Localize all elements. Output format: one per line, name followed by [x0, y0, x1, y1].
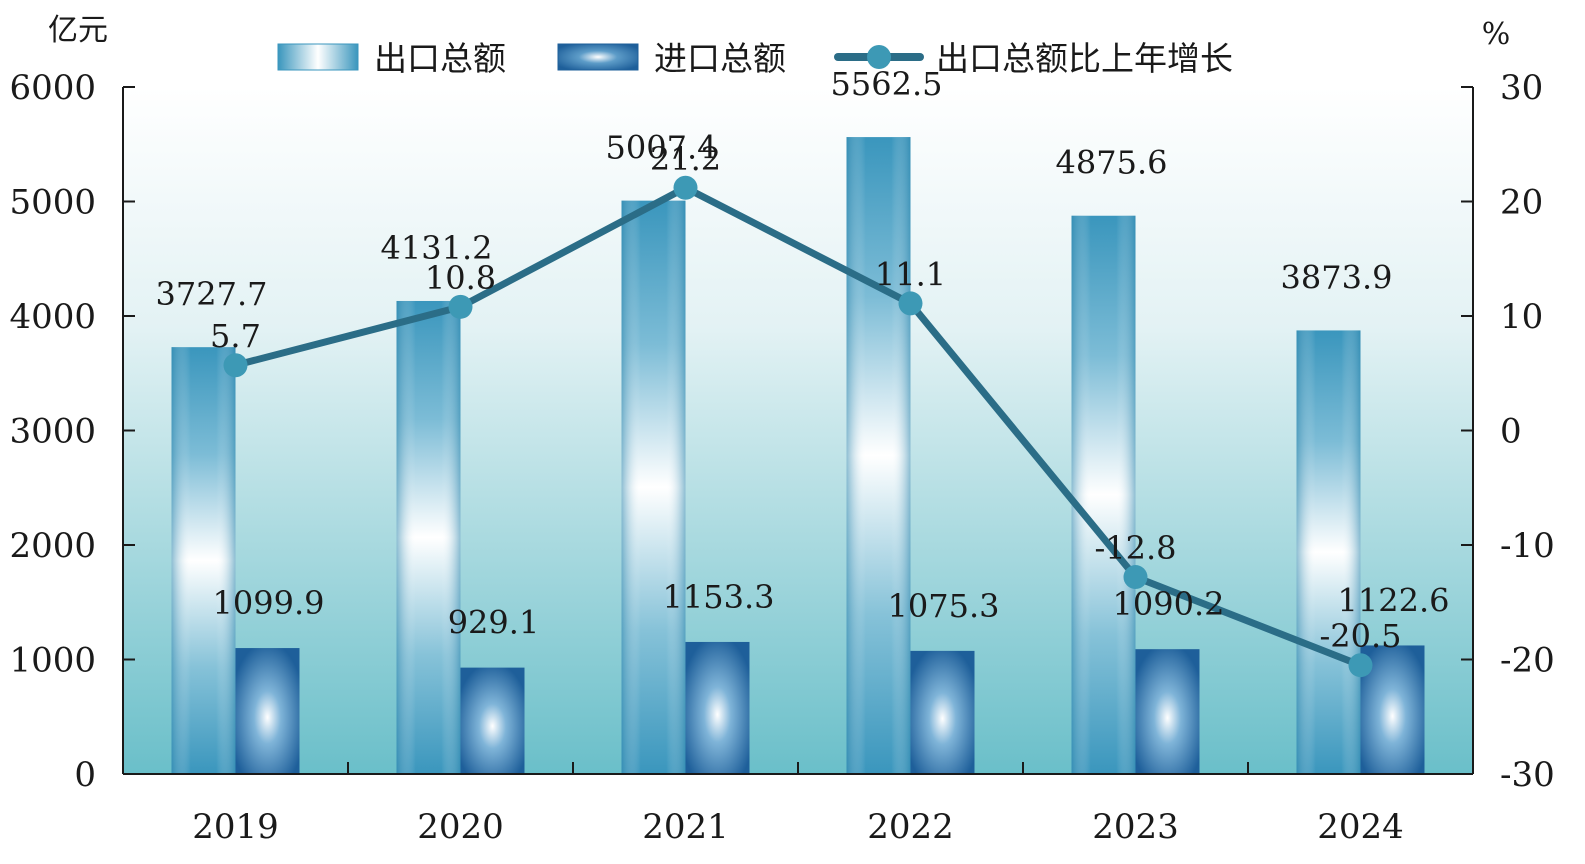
bar-import-2019: [235, 648, 300, 774]
y-left-tick-label: 2000: [9, 526, 96, 566]
bar-export-shade-2022: [846, 137, 911, 774]
bar-import-2021: [685, 641, 750, 774]
label-import-2023: 1090.2: [1113, 585, 1225, 623]
y-right-tick-label: 30: [1500, 68, 1543, 108]
growth-point-2019: [223, 353, 248, 378]
label-import-2022: 1075.3: [888, 587, 1000, 625]
label-export-2019: 3727.7: [156, 275, 268, 313]
y-right-tick-label: 0: [1500, 412, 1522, 452]
bar-export-shade-2023: [1071, 215, 1136, 775]
x-tick-label-2019: 2019: [192, 807, 279, 847]
y-left-tick-label: 4000: [9, 297, 96, 337]
y-right-tick-label: -20: [1500, 641, 1555, 681]
legend-swatch-export: [277, 43, 359, 71]
label-growth-2024: -20.5: [1319, 617, 1401, 655]
y-left-tick-label: 3000: [9, 412, 96, 452]
label-import-2019: 1099.9: [213, 584, 325, 622]
bar-export-shade-2020: [396, 300, 461, 774]
label-export-2024: 3873.9: [1281, 258, 1393, 296]
bar-import-2022: [910, 650, 975, 774]
label-growth-2020: 10.8: [425, 259, 496, 297]
y-left-tick-label: 5000: [9, 183, 96, 223]
x-tick-label-2021: 2021: [642, 807, 729, 847]
growth-point-2023: [1123, 565, 1148, 590]
y-left-unit: 亿元: [48, 13, 108, 48]
label-import-2021: 1153.3: [663, 578, 775, 616]
growth-line-group: [223, 175, 1373, 678]
y-right-tick-label: 10: [1500, 297, 1543, 337]
y-left-tick-label: 1000: [9, 641, 96, 681]
label-growth-2021: 21.2: [650, 140, 721, 178]
y-right-unit: %: [1482, 17, 1511, 52]
y-left-tick-label: 0: [74, 755, 96, 795]
label-export-2021: 5007.4: [606, 129, 718, 167]
y-right-tick-label: -10: [1500, 526, 1555, 566]
bar-export-shade-2019: [171, 347, 236, 774]
axes: 0 1000 2000 3000 4000 5000 6000 -30 -20 -10 0 10 20 3…: [9, 68, 1554, 847]
label-import-2020: 929.1: [448, 604, 540, 642]
export-bars: [171, 137, 1361, 775]
legend-label-export: 出口总额: [374, 39, 506, 78]
y-right-tick-label: 20: [1500, 183, 1543, 223]
legend-label-import: 进口总额: [654, 39, 786, 78]
bar-import-2023: [1135, 649, 1200, 774]
import-bars: [235, 641, 1425, 774]
label-growth-2022: 11.1: [875, 255, 946, 293]
plot-background: [123, 87, 1473, 774]
label-growth-2023: -12.8: [1094, 529, 1176, 567]
growth-line: [234, 184, 1362, 669]
legend-swatch-import: [557, 43, 639, 71]
legend-label-growth: 出口总额比上年增长: [936, 39, 1233, 78]
growth-point-2021: [673, 175, 698, 200]
x-tick-label-2024: 2024: [1317, 807, 1404, 847]
label-import-2024: 1122.6: [1338, 581, 1450, 619]
x-tick-label-2023: 2023: [1092, 807, 1179, 847]
x-tick-label-2020: 2020: [417, 807, 504, 847]
label-export-2020: 4131.2: [381, 229, 493, 267]
growth-point-2022: [898, 291, 923, 316]
x-tick-label-2022: 2022: [867, 807, 954, 847]
growth-point-2024: [1348, 653, 1373, 678]
bar-export-shade-2024: [1296, 330, 1361, 774]
data-labels: 3727.7 1099.9 5.7 4131.2 929.1 10.8 5007.4 1153…: [156, 65, 1450, 655]
legend-swatch-marker: [867, 45, 891, 69]
label-growth-2019: 5.7: [210, 317, 261, 355]
y-right-tick-label: -30: [1500, 755, 1555, 795]
label-export-2022: 5562.5: [831, 65, 943, 103]
bar-export-shade-2021: [621, 200, 686, 774]
bar-import-2020: [460, 667, 525, 774]
legend: 出口总额 进口总额 出口总额比上年增长: [277, 39, 1233, 78]
y-left-tick-label: 6000: [9, 68, 96, 108]
growth-point-2020: [448, 294, 473, 319]
label-export-2023: 4875.6: [1056, 144, 1168, 182]
